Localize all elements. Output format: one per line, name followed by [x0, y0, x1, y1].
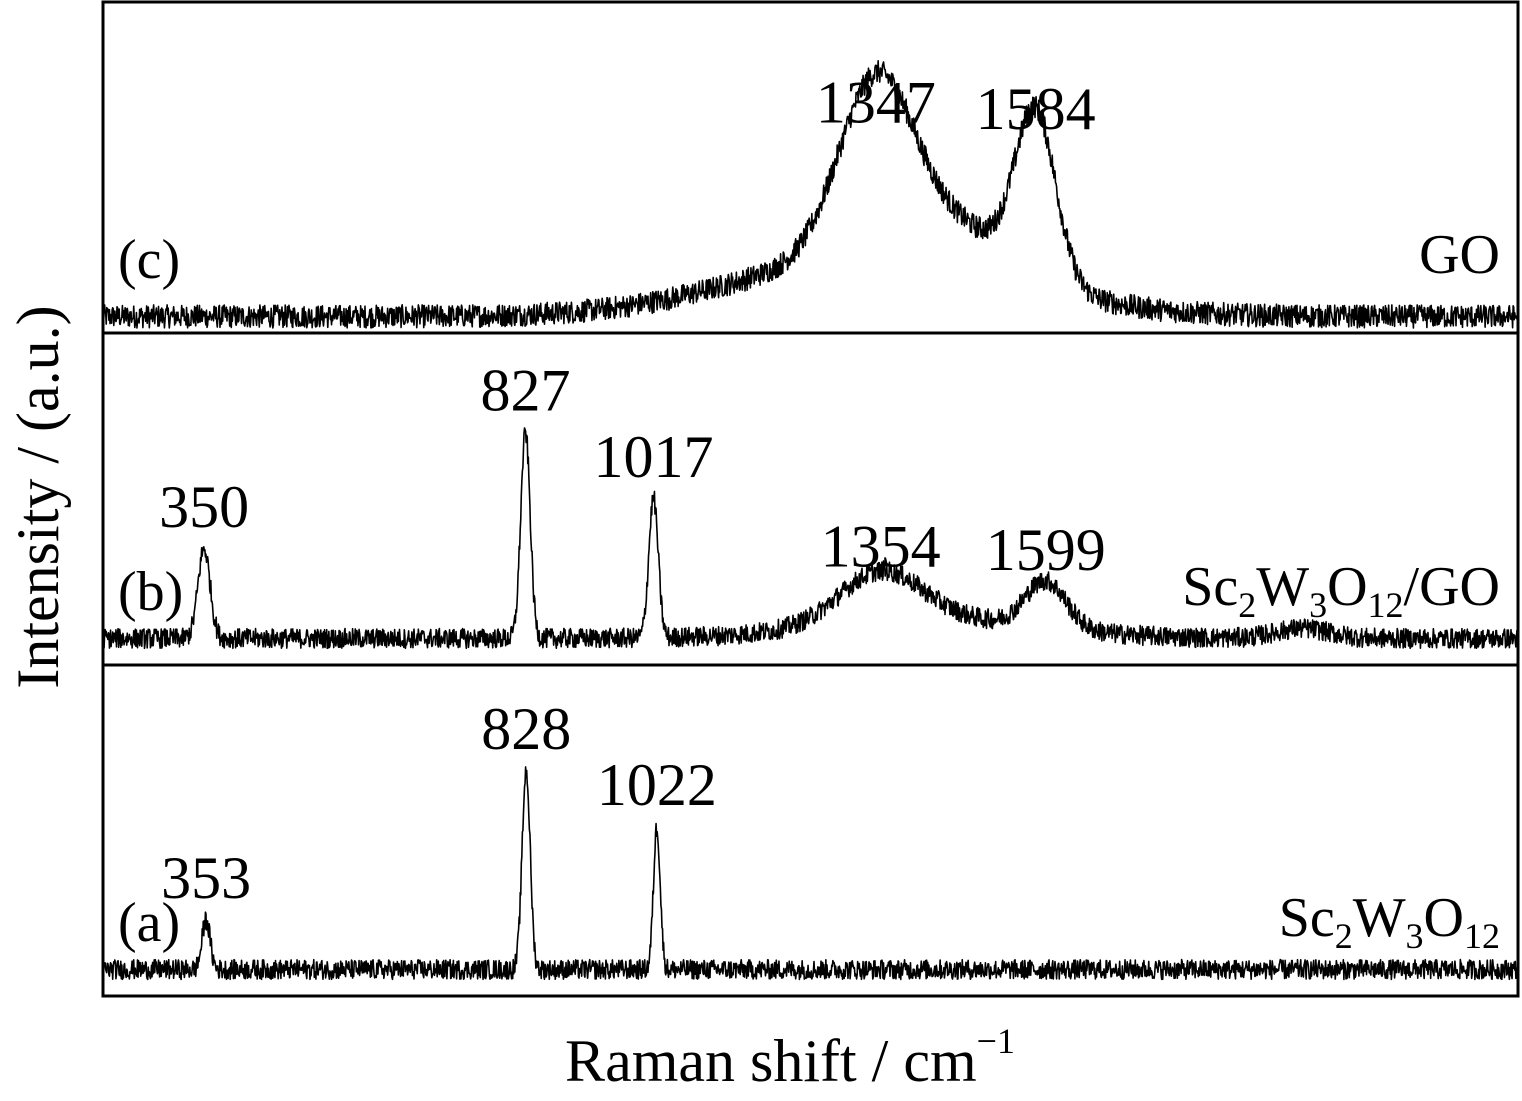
sample-label-b: Sc2W3O12/GO: [1182, 556, 1500, 625]
peak-label: 1347: [816, 69, 936, 135]
sample-label-a-part: W: [1353, 887, 1406, 949]
sample-label-b-part: /GO: [1404, 556, 1500, 618]
y-axis-title: Intensity / (a.u.): [5, 305, 71, 688]
panels-layer: [101, 0, 1520, 998]
peak-label: 1354: [821, 514, 941, 580]
series-line-a: [102, 766, 1519, 981]
sample-label-b-part: W: [1256, 556, 1309, 618]
peak-label: 350: [159, 474, 249, 540]
sample-label-a-part: 12: [1464, 916, 1500, 956]
peak-label: 1017: [594, 424, 714, 490]
sample-label-a-part: 2: [1335, 916, 1353, 956]
sample-label-b-part: 12: [1368, 585, 1404, 625]
peak-label: 827: [481, 358, 571, 424]
sample-label-c: GO: [1419, 224, 1500, 286]
sample-label-a-part: O: [1424, 887, 1464, 949]
series-line-b: [102, 427, 1519, 650]
peak-label: 353: [161, 845, 251, 911]
sample-label-b-part: 3: [1309, 585, 1327, 625]
x-axis-title-text: Raman shift / cm: [565, 1028, 977, 1094]
sample-label-b-part: O: [1327, 556, 1367, 618]
panel-label-c: (c): [118, 229, 180, 291]
peak-label: 828: [481, 696, 571, 762]
panel-frame-c: [101, 0, 1520, 335]
sample-label-a-part: 3: [1406, 916, 1424, 956]
panel-label-b: (b): [118, 561, 183, 623]
panel-label-a: (a): [118, 892, 180, 954]
series-line-c: [102, 60, 1519, 329]
sample-label-b-part: 2: [1238, 585, 1256, 625]
sample-label-b-part: Sc: [1182, 556, 1238, 618]
sample-label-a: Sc2W3O12: [1279, 887, 1500, 956]
x-axis-title-superscript: −1: [977, 1021, 1015, 1061]
peak-label: 1022: [597, 752, 717, 818]
sample-label-a-part: Sc: [1279, 887, 1335, 949]
peak-label: 1599: [986, 517, 1106, 583]
peak-label: 1584: [976, 76, 1096, 142]
panel-frame-a: [101, 663, 1520, 998]
x-axis-title: Raman shift / cm−1: [565, 1021, 1015, 1094]
sample-label-c-part: GO: [1419, 224, 1500, 286]
